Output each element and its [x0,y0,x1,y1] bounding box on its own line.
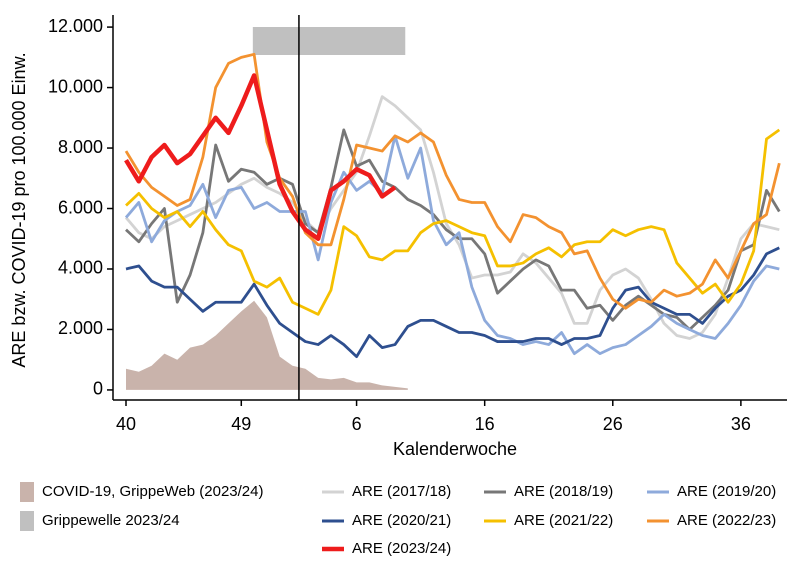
y-tick-label: 4.000 [58,258,103,278]
y-tick-label: 6.000 [58,197,103,217]
line [124,73,397,241]
flu-wave-band [252,27,406,55]
legend-label: Grippewelle 2023/24 [42,512,180,529]
x-tick-label: 49 [231,414,251,434]
legend-label: ARE (2020/21) [352,512,451,529]
line [125,128,781,331]
x-tick-label: 36 [731,414,751,434]
x-tick-label: 26 [603,414,623,434]
line [125,246,780,359]
line [124,52,781,310]
legend-label: ARE (2023/24) [352,540,451,557]
legend-swatch [20,482,34,502]
y-tick-label: 10.000 [48,76,103,96]
x-axis-label: Kalenderwoche [393,439,517,459]
line [124,134,780,356]
legend-label: ARE (2018/19) [514,483,613,500]
legend-label: ARE (2017/18) [352,483,451,500]
legend-label: ARE (2021/22) [514,512,613,529]
x-tick-label: 40 [116,414,136,434]
legend-label: COVID-19, GrippeWeb (2023/24) [42,483,264,500]
x-tick-label: 16 [475,414,495,434]
line [125,128,781,316]
legend-label: ARE (2019/20) [677,483,776,500]
y-tick-label: 12.000 [48,16,103,36]
legend-label: ARE (2022/23) [677,512,776,529]
legend-swatch [20,511,34,531]
y-tick-label: 8.000 [58,137,103,157]
y-axis-label: ARE bzw. COVID-19 pro 100.000 Einw. [9,52,29,367]
x-tick-label: 6 [352,414,362,434]
y-tick-label: 0 [93,379,103,399]
y-tick-label: 2.000 [58,318,103,338]
area [126,300,408,390]
